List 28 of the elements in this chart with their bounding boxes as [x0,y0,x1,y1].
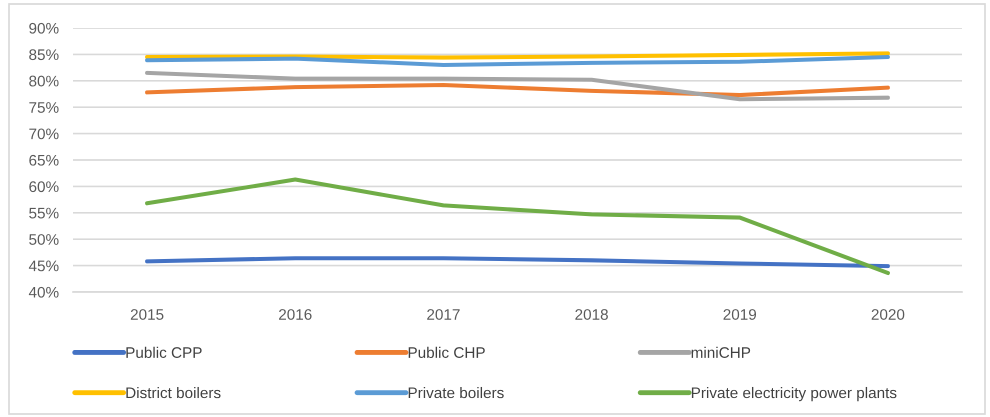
legend-label: Private electricity power plants [692,386,896,402]
y-tick-label: 55% [29,208,59,218]
legend-label: Public CHP [408,346,485,358]
y-tick-label: 80% [29,76,59,86]
y-tick-label: 70% [29,128,59,140]
legend-label: Public CPP [126,346,202,358]
legend-label: Private boilers [408,386,504,398]
x-tick-label: 2019 [724,309,756,320]
legend-label: District boilers [126,386,221,398]
y-tick-label: 60% [29,181,59,192]
line-series [145,70,890,102]
y-tick-label: 45% [28,260,59,272]
line-series [145,178,890,276]
y-tick-label: 75% [29,102,59,113]
y-tick-label: 50% [29,234,59,245]
x-tick-label: 2017 [427,309,460,320]
y-tick-label: 40% [28,286,59,298]
x-tick-label: 2018 [575,309,608,320]
line-series [145,256,890,268]
y-tick-label: 85% [29,49,59,60]
x-tick-label: 2015 [130,309,164,320]
y-tick-label: 65% [29,154,59,166]
x-tick-label: 2016 [279,309,312,320]
line-series [145,55,890,67]
y-tick-label: 90% [29,22,59,34]
line-series [145,83,890,98]
legend-label: miniCHP [692,346,750,358]
x-tick-label: 2020 [872,309,904,320]
